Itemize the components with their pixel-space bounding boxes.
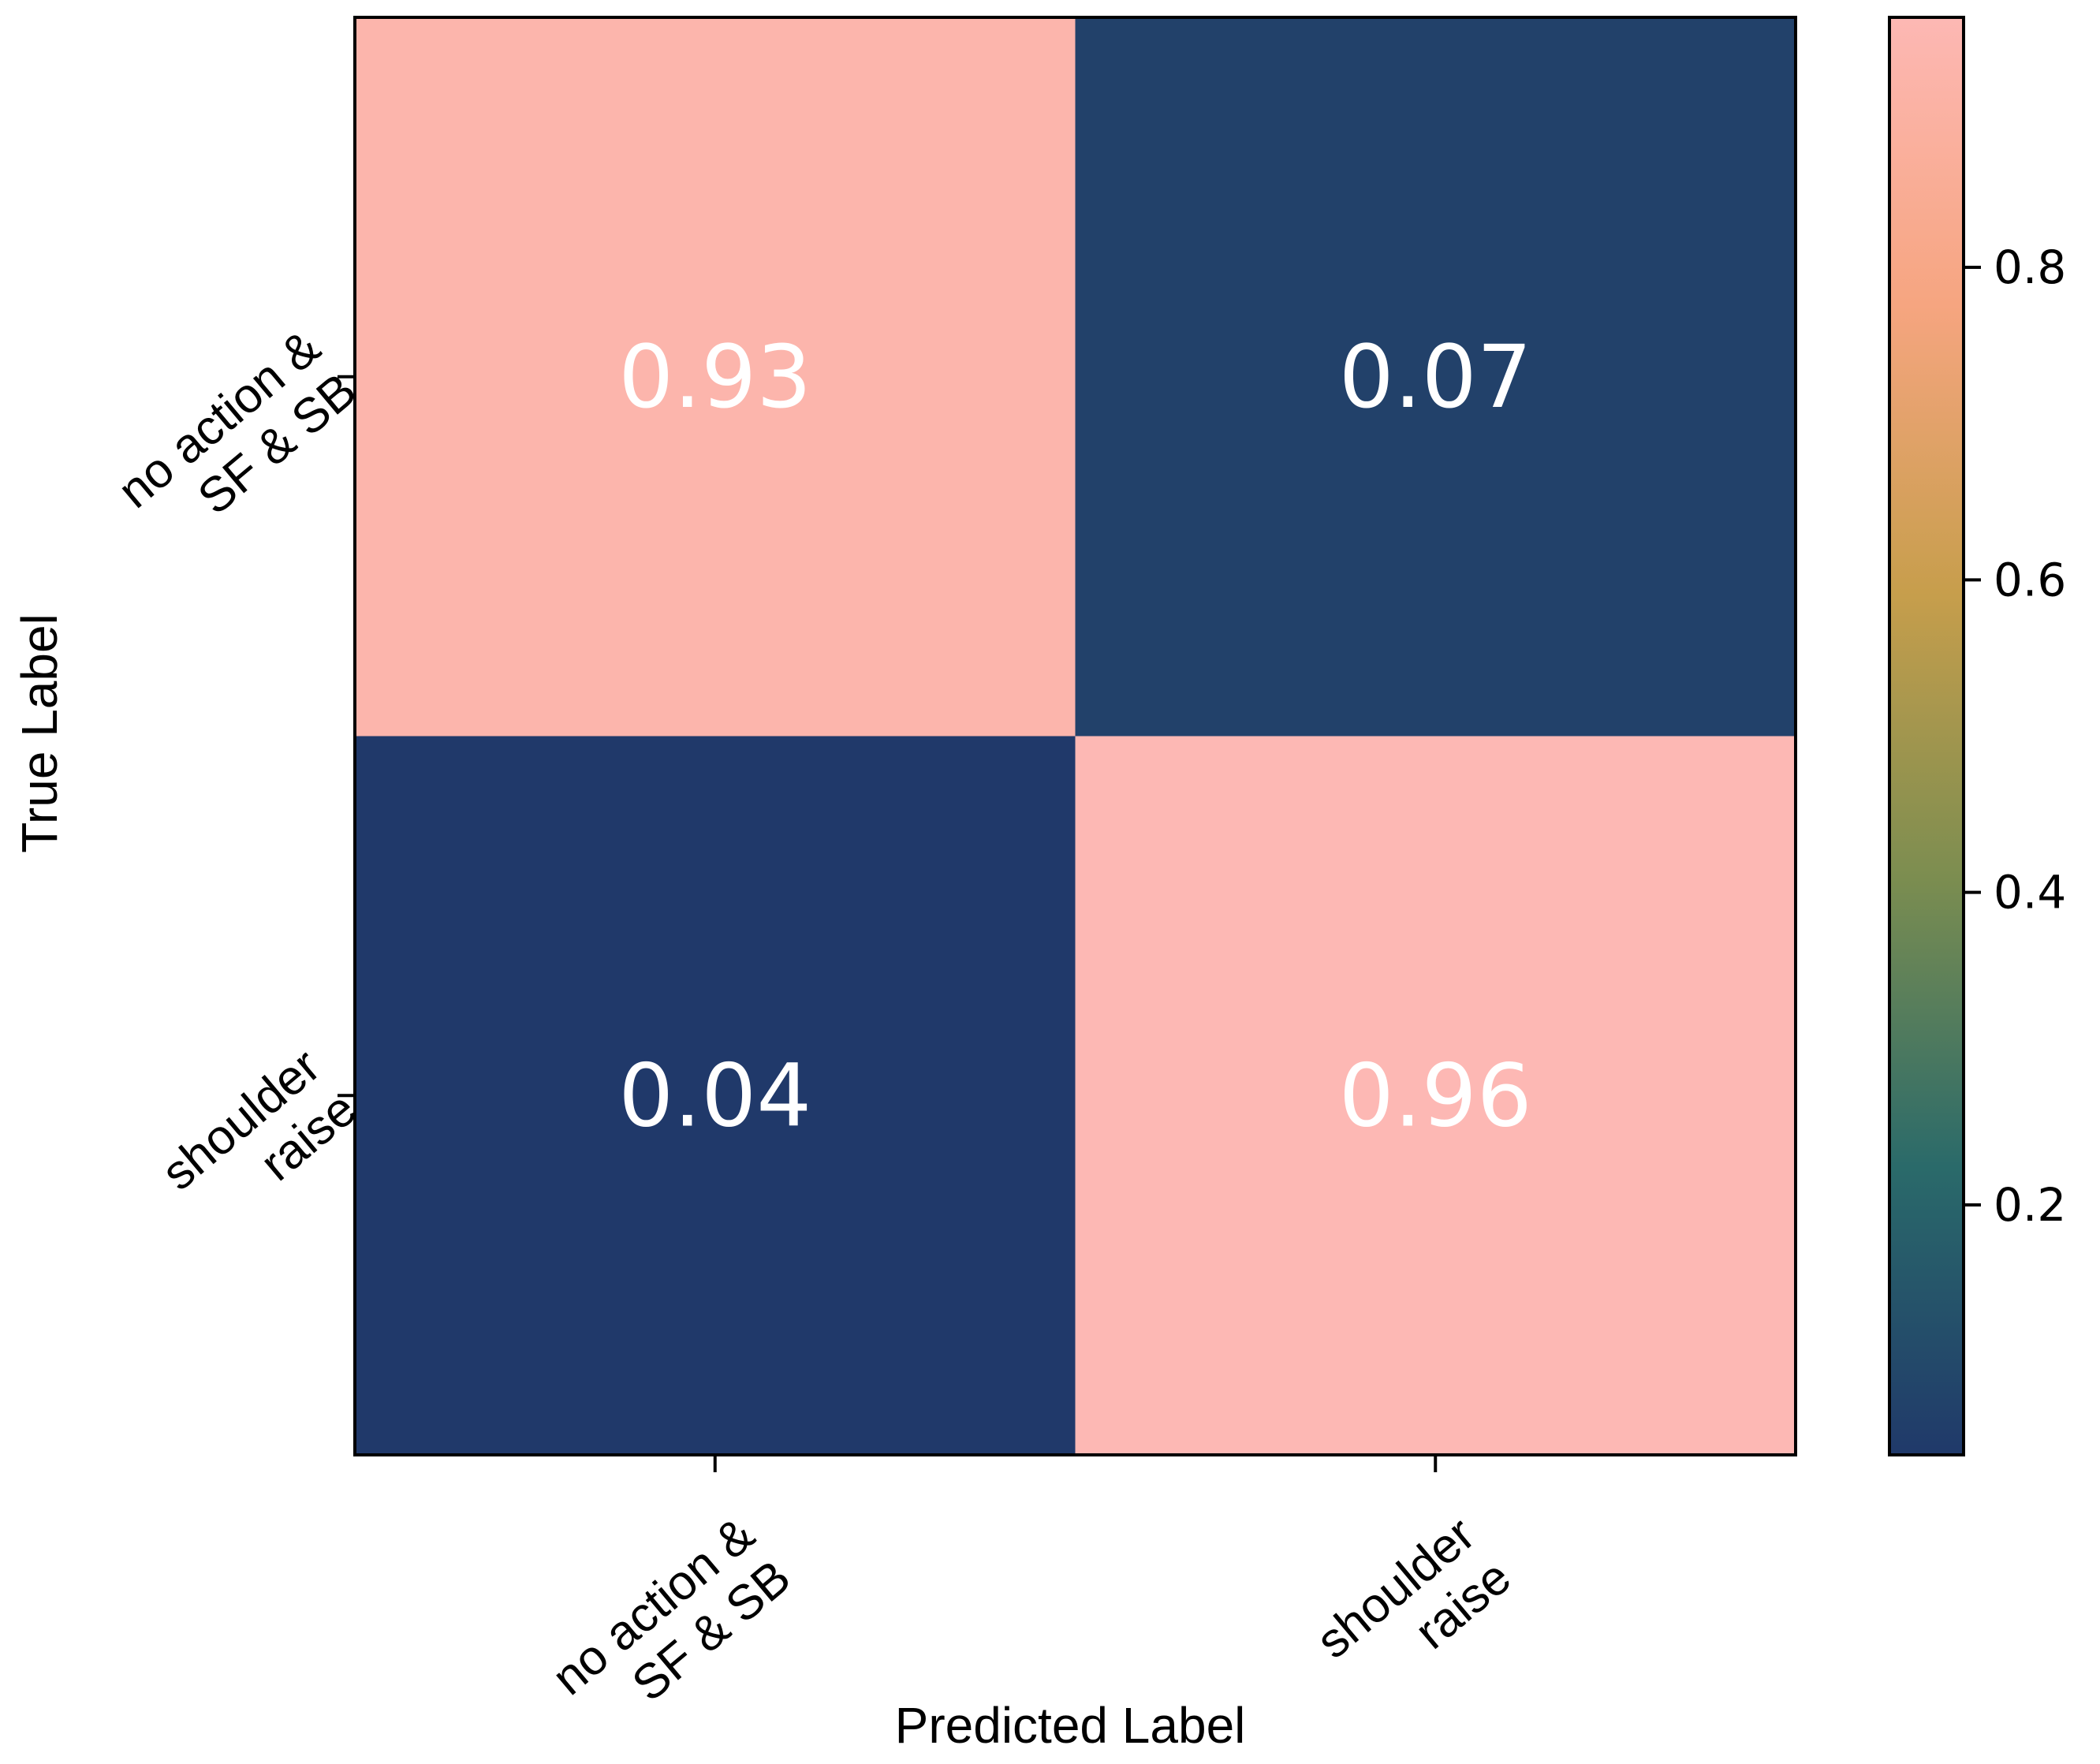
- heatmap-cell: [1075, 736, 1796, 1455]
- heatmap-cell: [1075, 17, 1796, 737]
- x-axis-label: Predicted Label: [895, 1697, 1246, 1754]
- y-axis-label: True Label: [11, 613, 68, 853]
- heatmap-cell-values: 0.93 0.07 0.04 0.96: [618, 326, 1531, 1147]
- y-axis-ticks: no action &SF & SB shoulderraise: [108, 320, 367, 1244]
- x-tick-label: shoulderraise: [1307, 1507, 1521, 1712]
- cell-value-label: 0.96: [1339, 1045, 1532, 1146]
- heatmap-cells: [355, 17, 1796, 1455]
- heatmap-cell: [355, 736, 1076, 1455]
- colorbar-ticks: 0.2 0.4 0.6 0.8: [1964, 241, 2066, 1232]
- colorbar-tick-label: 0.8: [1994, 241, 2066, 294]
- colorbar: [1888, 16, 1965, 1456]
- colorbar-tick-label: 0.6: [1994, 553, 2066, 606]
- cell-value-label: 0.04: [618, 1045, 811, 1146]
- x-tick-label: no action &SF & SB: [543, 1507, 801, 1749]
- colorbar-tick-label: 0.4: [1994, 866, 2066, 919]
- y-tick-label: no action &SF & SB: [108, 320, 367, 562]
- y-tick-label: shoulderraise: [151, 1039, 366, 1244]
- cell-value-label: 0.07: [1339, 326, 1532, 427]
- cell-value-label: 0.93: [618, 326, 811, 427]
- colorbar-tick-label: 0.2: [1994, 1178, 2066, 1232]
- heatmap-cell: [355, 17, 1076, 737]
- plot-frame: [353, 16, 1797, 1456]
